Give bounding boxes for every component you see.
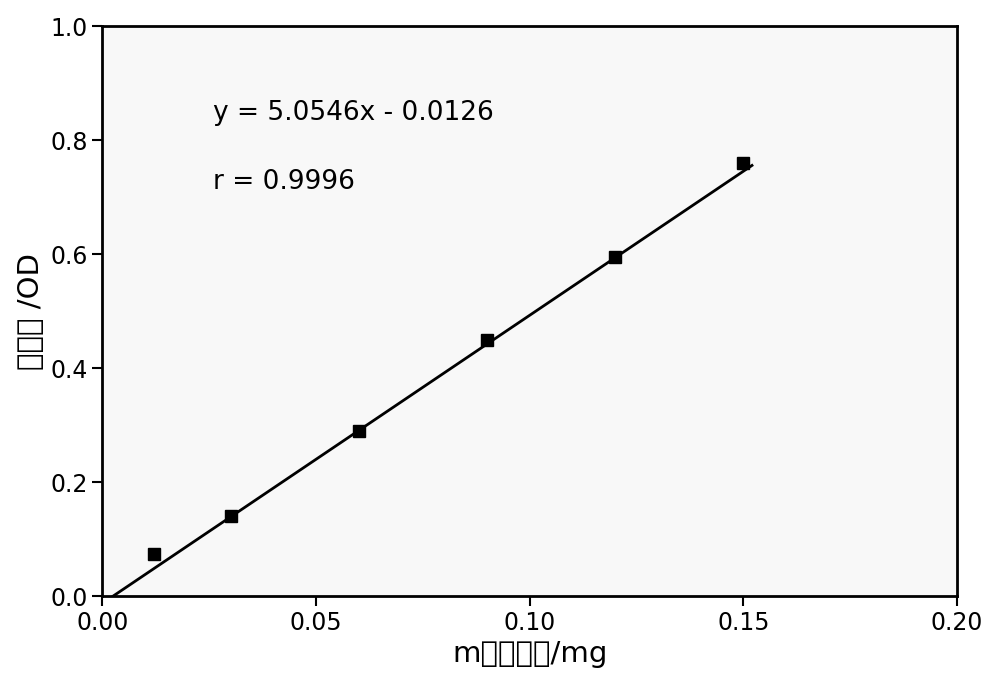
- X-axis label: m（皮苷）/mg: m（皮苷）/mg: [452, 640, 607, 669]
- Text: y = 5.0546x - 0.0126: y = 5.0546x - 0.0126: [213, 100, 494, 126]
- Text: r = 0.9996: r = 0.9996: [213, 169, 355, 195]
- Y-axis label: 吸光値 /OD: 吸光値 /OD: [17, 253, 45, 370]
